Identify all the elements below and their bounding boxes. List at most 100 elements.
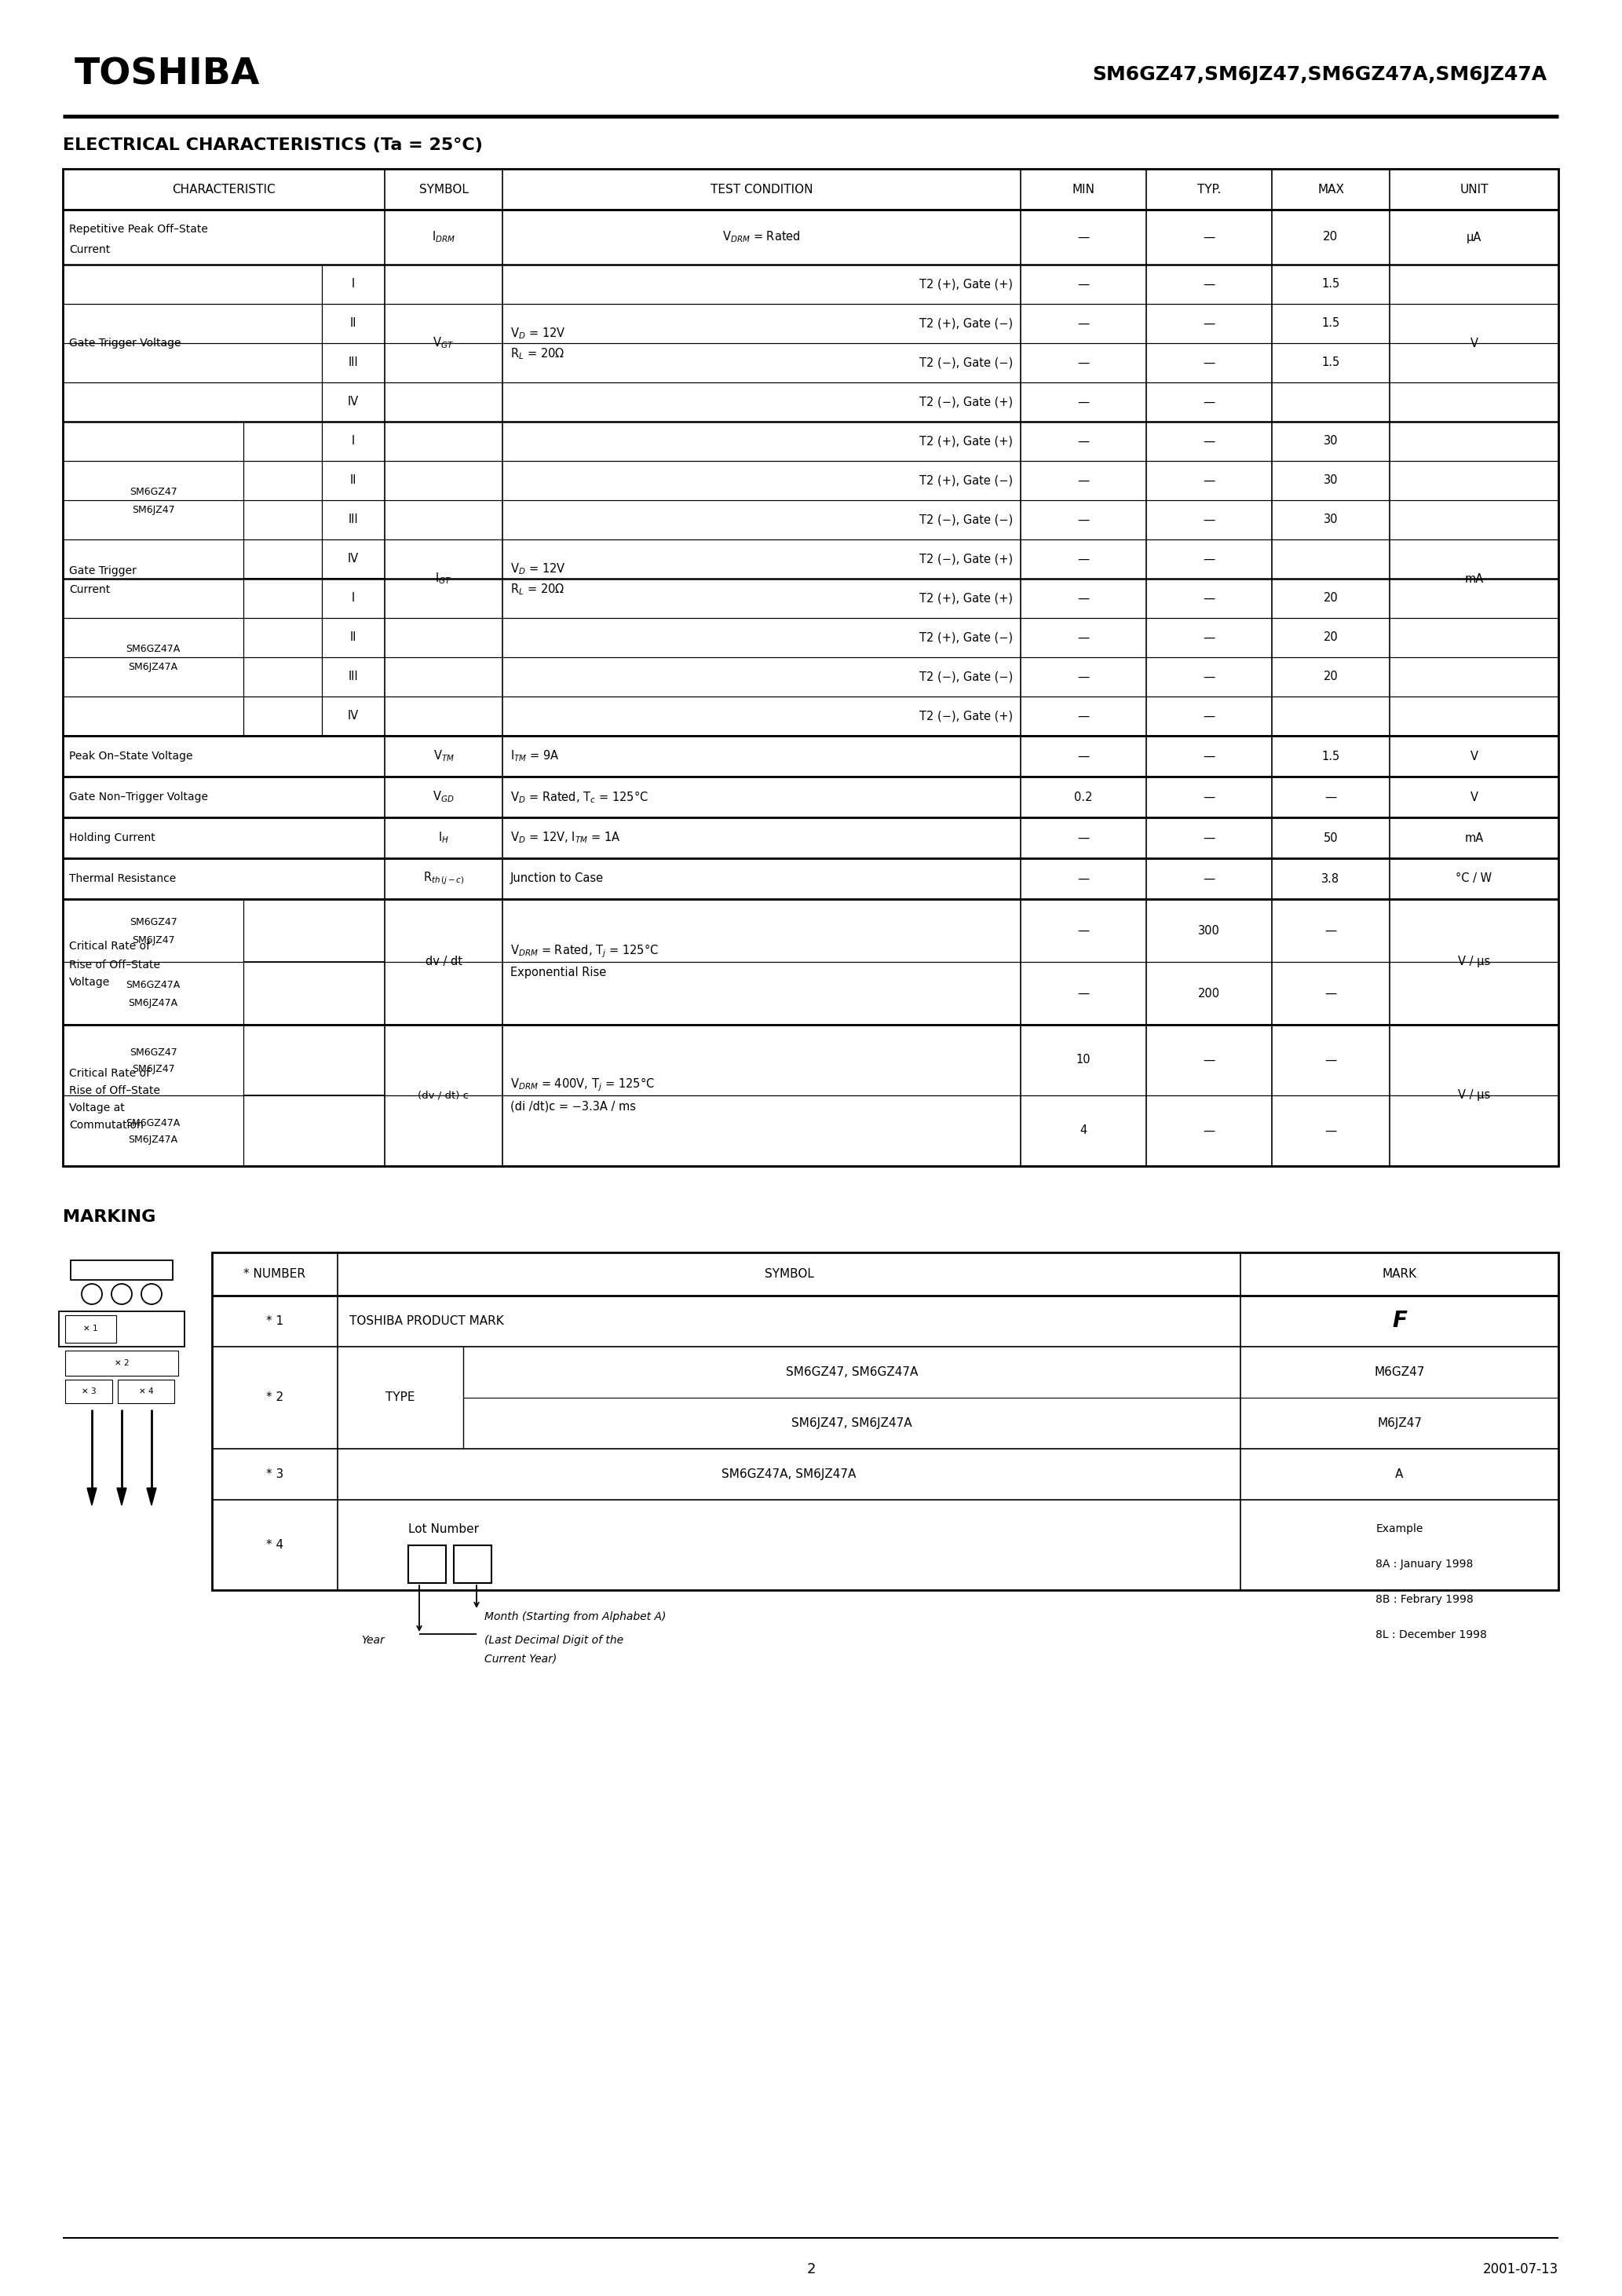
Text: II: II: [350, 317, 357, 328]
Text: R$_{th\,(j−c)}$: R$_{th\,(j−c)}$: [423, 870, 464, 886]
Text: —: —: [1204, 592, 1215, 604]
Text: —: —: [1204, 872, 1215, 884]
Text: V / μs: V / μs: [1458, 1091, 1491, 1102]
Text: —: —: [1204, 317, 1215, 328]
Text: 20: 20: [1324, 232, 1338, 243]
Text: —: —: [1077, 278, 1090, 289]
Bar: [65, 1350, 178, 1375]
Text: 1.5: 1.5: [1322, 751, 1340, 762]
Text: 50: 50: [1324, 831, 1338, 843]
Text: —: —: [1325, 987, 1337, 999]
Bar: [58, 1311, 185, 1348]
Text: V$_{TM}$: V$_{TM}$: [433, 748, 454, 765]
Text: T2 (+), Gate (+): T2 (+), Gate (+): [920, 278, 1012, 289]
Text: MARK: MARK: [1382, 1267, 1416, 1279]
Text: T2 (+), Gate (+): T2 (+), Gate (+): [920, 592, 1012, 604]
Text: V: V: [1470, 792, 1478, 804]
Text: 30: 30: [1324, 475, 1338, 487]
Text: I$_H$: I$_H$: [438, 831, 449, 845]
Bar: [212, 1251, 1559, 1591]
Text: V$_D$ = 12V, I$_{TM}$ = 1A: V$_D$ = 12V, I$_{TM}$ = 1A: [511, 831, 621, 845]
Text: 20: 20: [1324, 592, 1338, 604]
Text: M6JZ47: M6JZ47: [1377, 1417, 1422, 1428]
Text: T2 (−), Gate (−): T2 (−), Gate (−): [920, 356, 1012, 370]
Text: SM6JZ47A: SM6JZ47A: [128, 661, 178, 673]
Text: —: —: [1204, 553, 1215, 565]
Polygon shape: [88, 1488, 97, 1506]
Text: II: II: [350, 475, 357, 487]
Text: I$_{DRM}$: I$_{DRM}$: [431, 230, 456, 243]
Text: I: I: [352, 278, 355, 289]
Text: Current: Current: [70, 243, 110, 255]
Text: Voltage: Voltage: [70, 976, 110, 987]
Text: (Last Decimal Digit of the: (Last Decimal Digit of the: [485, 1635, 623, 1646]
Text: —: —: [1077, 317, 1090, 328]
Text: 3.8: 3.8: [1322, 872, 1340, 884]
Text: SYMBOL: SYMBOL: [418, 184, 469, 195]
Text: ✕ 2: ✕ 2: [115, 1359, 130, 1366]
Text: SM6GZ47A, SM6JZ47A: SM6GZ47A, SM6JZ47A: [722, 1469, 856, 1481]
Text: —: —: [1204, 709, 1215, 721]
Text: Holding Current: Holding Current: [70, 833, 156, 843]
Text: SM6GZ47: SM6GZ47: [130, 918, 177, 928]
Text: SM6JZ47A: SM6JZ47A: [128, 1134, 178, 1146]
Text: —: —: [1077, 925, 1090, 937]
Text: II: II: [350, 631, 357, 643]
Text: 8A : January 1998: 8A : January 1998: [1375, 1559, 1473, 1570]
Text: T2 (−), Gate (+): T2 (−), Gate (+): [920, 553, 1012, 565]
Text: ✕ 3: ✕ 3: [81, 1387, 96, 1396]
Text: MARKING: MARKING: [63, 1210, 156, 1226]
Text: —: —: [1077, 436, 1090, 448]
Text: μA: μA: [1466, 232, 1481, 243]
Text: —: —: [1204, 397, 1215, 409]
Bar: [65, 1380, 112, 1403]
Text: IV: IV: [347, 397, 358, 409]
Text: I$_{GT}$: I$_{GT}$: [435, 572, 453, 585]
Text: —: —: [1204, 670, 1215, 682]
Text: —: —: [1077, 751, 1090, 762]
Text: Rise of Off–State: Rise of Off–State: [70, 960, 161, 971]
Text: Thermal Resistance: Thermal Resistance: [70, 872, 177, 884]
Text: TOSHIBA PRODUCT MARK: TOSHIBA PRODUCT MARK: [349, 1316, 504, 1327]
Text: * 4: * 4: [266, 1538, 284, 1550]
Text: TEST CONDITION: TEST CONDITION: [710, 184, 813, 195]
Text: —: —: [1204, 792, 1215, 804]
Text: T2 (−), Gate (−): T2 (−), Gate (−): [920, 514, 1012, 526]
Text: SM6JZ47A: SM6JZ47A: [128, 999, 178, 1008]
Text: Gate Trigger Voltage: Gate Trigger Voltage: [70, 338, 182, 349]
Text: T2 (+), Gate (−): T2 (+), Gate (−): [920, 475, 1012, 487]
Bar: [63, 170, 1559, 1166]
Text: SM6JZ47: SM6JZ47: [131, 1065, 175, 1075]
Bar: [409, 1545, 446, 1582]
Text: I: I: [352, 592, 355, 604]
Text: 0.2: 0.2: [1074, 792, 1093, 804]
Text: SM6GZ47: SM6GZ47: [130, 487, 177, 498]
Text: Gate Trigger: Gate Trigger: [70, 565, 136, 576]
Text: M6GZ47: M6GZ47: [1374, 1366, 1424, 1378]
Text: 30: 30: [1324, 514, 1338, 526]
Text: —: —: [1204, 831, 1215, 843]
Text: SM6JZ47, SM6JZ47A: SM6JZ47, SM6JZ47A: [792, 1417, 912, 1428]
Text: IV: IV: [347, 709, 358, 721]
Text: Rise of Off–State: Rise of Off–State: [70, 1086, 161, 1095]
Text: 8B : Febrary 1998: 8B : Febrary 1998: [1375, 1593, 1474, 1605]
Text: Current: Current: [70, 583, 110, 595]
Text: 1.5: 1.5: [1322, 278, 1340, 289]
Text: mA: mA: [1465, 831, 1484, 843]
Text: III: III: [349, 356, 358, 370]
Text: V$_{GD}$: V$_{GD}$: [433, 790, 454, 804]
Text: —: —: [1204, 631, 1215, 643]
Text: SM6JZ47: SM6JZ47: [131, 934, 175, 946]
Text: CHARACTERISTIC: CHARACTERISTIC: [172, 184, 276, 195]
Text: Lot Number: Lot Number: [409, 1522, 478, 1536]
Text: —: —: [1204, 1054, 1215, 1065]
Text: Year: Year: [362, 1635, 384, 1646]
Text: Current Year): Current Year): [485, 1653, 556, 1665]
Text: F: F: [1392, 1311, 1406, 1332]
Text: T2 (+), Gate (−): T2 (+), Gate (−): [920, 631, 1012, 643]
Text: TYPE: TYPE: [386, 1391, 415, 1403]
Text: —: —: [1204, 356, 1215, 370]
Text: —: —: [1204, 514, 1215, 526]
Text: V$_D$ = 12V: V$_D$ = 12V: [511, 326, 566, 342]
Text: TOSHIBA: TOSHIBA: [75, 57, 260, 92]
